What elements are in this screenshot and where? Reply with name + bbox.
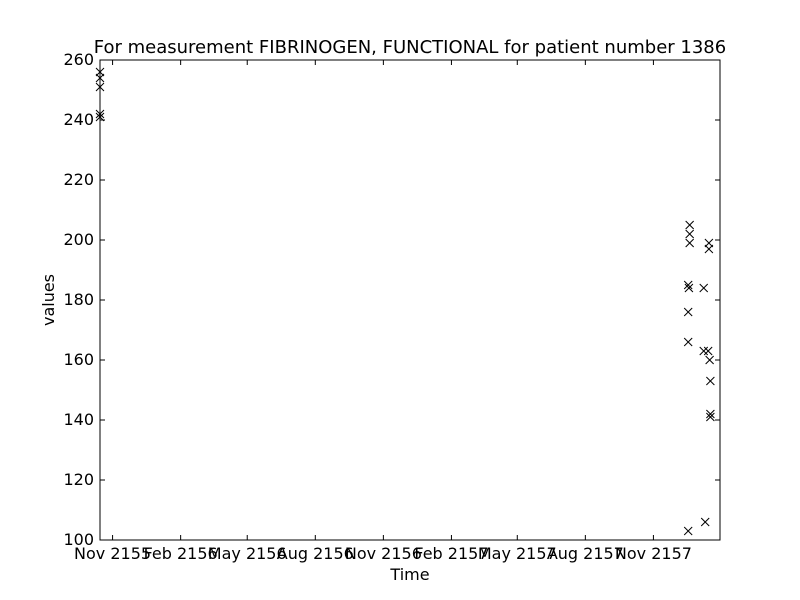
- data-point: [699, 346, 709, 356]
- data-point: [684, 283, 694, 293]
- x-axis-label: Time: [389, 565, 429, 584]
- data-point: [683, 337, 693, 347]
- data-point: [685, 238, 695, 248]
- y-tick-label: 220: [63, 170, 94, 189]
- x-tick-label: May 2157: [478, 544, 557, 563]
- y-tick-label: 240: [63, 110, 94, 129]
- data-point: [683, 280, 693, 290]
- x-tick-label: Aug 2157: [547, 544, 624, 563]
- data-point: [685, 229, 695, 239]
- y-tick-label: 260: [63, 50, 94, 69]
- data-points: [95, 67, 715, 536]
- x-tick-label: Feb 2156: [144, 544, 218, 563]
- x-tick-label: May 2156: [208, 544, 287, 563]
- data-point: [706, 409, 715, 419]
- x-tick-label: Nov 2155: [74, 544, 151, 563]
- y-tick-label: 100: [63, 530, 94, 549]
- data-point: [704, 244, 714, 254]
- x-tick-label: Nov 2157: [615, 544, 692, 563]
- data-point: [706, 412, 715, 422]
- x-tick-label: Feb 2157: [414, 544, 488, 563]
- data-point: [683, 526, 693, 536]
- data-point: [683, 307, 693, 317]
- y-tick-label: 180: [63, 290, 94, 309]
- data-point: [685, 220, 695, 230]
- data-point: [699, 283, 709, 293]
- chart-title: For measurement FIBRINOGEN, FUNCTIONAL f…: [94, 37, 726, 58]
- data-point: [700, 517, 710, 527]
- data-point: [706, 376, 715, 386]
- x-tick-label: Aug 2156: [277, 544, 354, 563]
- y-tick-label: 200: [63, 230, 94, 249]
- data-point: [703, 346, 713, 356]
- plot-area-frame: [99, 59, 721, 541]
- y-tick-label: 120: [63, 470, 94, 489]
- y-axis-label: values: [39, 274, 58, 326]
- data-point: [705, 355, 714, 365]
- y-tick-label: 140: [63, 410, 94, 429]
- y-tick-label: 160: [63, 350, 94, 369]
- x-tick-label: Nov 2156: [345, 544, 422, 563]
